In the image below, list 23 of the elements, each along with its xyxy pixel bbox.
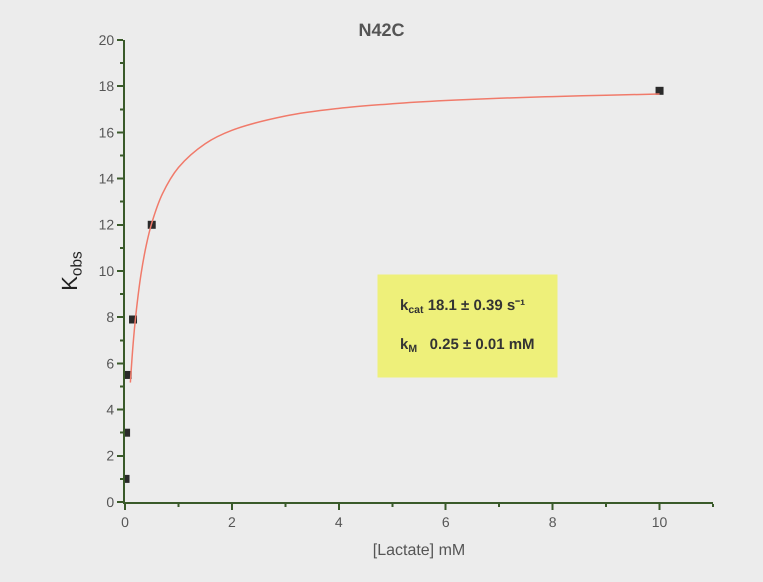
y-tick-label: 2 xyxy=(106,448,114,464)
y-tick-label: 18 xyxy=(98,78,114,94)
y-tick-label: 6 xyxy=(106,355,114,372)
y-tick-label: 14 xyxy=(98,170,114,186)
x-tick-label: 10 xyxy=(652,514,668,530)
y-tick-label: 10 xyxy=(98,262,114,279)
point xyxy=(656,86,664,95)
x-tick-label: 6 xyxy=(442,514,450,530)
annotation: k$_{cat}$ 18.1 ± 0.39 s⁻¹ xyxy=(400,297,526,316)
x-tick-label: 0 xyxy=(121,514,130,530)
y-tick-label: 16 xyxy=(98,124,114,140)
annotation: k$_{M}$ 0.25 ± 0.01 mM xyxy=(400,336,535,356)
y-tick-label: 12 xyxy=(98,216,114,233)
x-tick-label: 8 xyxy=(548,514,557,530)
y-tick-label: 4 xyxy=(106,402,114,418)
x-tick-label: 4 xyxy=(334,514,343,530)
y-tick-label: 0 xyxy=(106,494,114,510)
chart-title: N42C xyxy=(358,20,405,40)
y-tick-label: 20 xyxy=(98,32,114,48)
x-tick-label: 2 xyxy=(228,514,236,530)
x-axis-title: [Lactate] mM xyxy=(372,542,466,559)
picture-note-box: k$_{cat}$ 18.1 ± 0.39 s⁻¹ k$_{M}$ 0.25 ± 0.01 mM xyxy=(378,274,558,378)
y-tick-label: 8 xyxy=(106,309,114,326)
